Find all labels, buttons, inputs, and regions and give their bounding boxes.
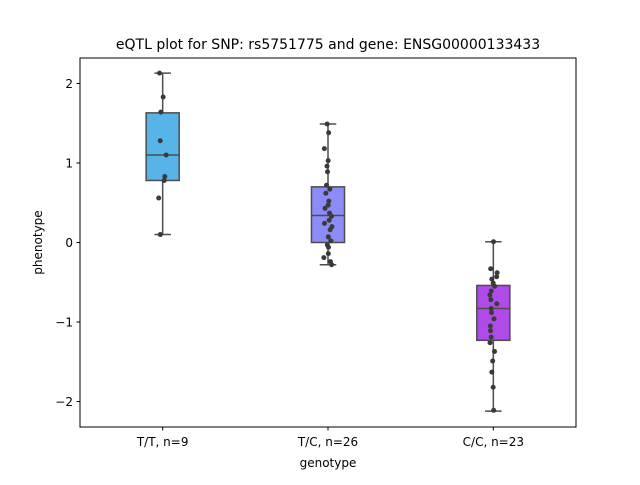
- y-tick-label: −2: [55, 395, 73, 409]
- data-point: [488, 328, 494, 334]
- data-point: [325, 202, 331, 208]
- data-point: [490, 358, 496, 364]
- y-axis-label: phenotype: [31, 210, 45, 274]
- data-point: [162, 173, 168, 179]
- data-point: [491, 316, 497, 322]
- data-point: [160, 94, 166, 100]
- x-tick-label: T/T, n=9: [136, 435, 189, 449]
- y-tick-label: 0: [65, 236, 73, 250]
- data-point: [489, 369, 495, 375]
- data-point: [326, 198, 332, 204]
- iqr-box: [476, 284, 511, 342]
- data-point: [157, 138, 163, 144]
- data-point: [324, 121, 330, 127]
- chart-title: eQTL plot for SNP: rs5751775 and gene: E…: [116, 37, 540, 53]
- data-point: [494, 270, 500, 276]
- data-point: [326, 130, 332, 136]
- data-point: [163, 152, 169, 158]
- data-point: [488, 306, 494, 312]
- data-point: [326, 217, 332, 223]
- data-point: [324, 163, 330, 169]
- data-point: [487, 340, 493, 346]
- data-point: [161, 177, 167, 183]
- data-point: [325, 251, 331, 257]
- data-point: [488, 297, 494, 303]
- iqr-box: [145, 112, 180, 182]
- data-point: [322, 220, 328, 226]
- box-group-3: [476, 239, 511, 413]
- data-point: [323, 190, 329, 196]
- data-layer: [145, 70, 511, 413]
- data-point: [494, 274, 500, 280]
- data-point: [490, 384, 496, 390]
- data-point: [325, 244, 331, 250]
- box-group-2: [310, 121, 346, 268]
- data-point: [158, 109, 164, 115]
- data-point: [157, 70, 163, 76]
- y-tick-label: 1: [65, 156, 73, 170]
- data-point: [492, 283, 498, 289]
- data-point: [487, 323, 493, 329]
- data-point: [325, 234, 331, 240]
- data-point: [488, 288, 494, 294]
- data-point: [329, 262, 335, 268]
- data-point: [321, 255, 327, 261]
- data-point: [327, 186, 333, 192]
- tick-layer: 2 1 0 −1 −2 T/T, n=9 T/C, n=26 C/C, n=23: [55, 77, 524, 449]
- y-tick-label: −1: [55, 316, 73, 330]
- data-point: [328, 238, 334, 244]
- data-point: [327, 227, 333, 233]
- data-point: [490, 239, 496, 245]
- data-point: [487, 292, 493, 298]
- data-point: [491, 348, 497, 354]
- data-point: [324, 182, 330, 188]
- data-point: [489, 309, 495, 315]
- data-point: [321, 146, 327, 152]
- data-point: [491, 407, 497, 413]
- y-tick-label: 2: [65, 77, 73, 91]
- data-point: [156, 195, 162, 201]
- x-tick-label: C/C, n=23: [463, 435, 524, 449]
- data-point: [325, 169, 331, 175]
- data-point: [157, 232, 163, 238]
- data-point: [488, 334, 494, 340]
- data-point: [328, 213, 334, 219]
- x-tick-label: T/C, n=26: [297, 435, 358, 449]
- data-point: [325, 158, 331, 164]
- x-axis-label: genotype: [300, 456, 357, 470]
- data-point: [489, 276, 495, 282]
- box-group-1: [145, 70, 180, 238]
- data-point: [494, 301, 500, 307]
- data-point: [322, 205, 328, 211]
- data-point: [488, 266, 494, 272]
